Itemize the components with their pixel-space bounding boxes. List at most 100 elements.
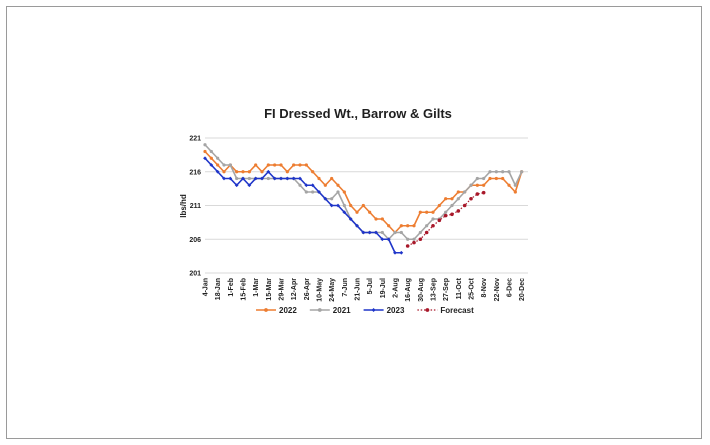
data-point [317,190,321,194]
data-point [380,217,384,221]
data-point [501,176,505,181]
data-point [437,218,442,223]
data-point [228,176,233,181]
data-point [431,210,435,214]
data-point [469,196,473,201]
legend-marker [317,308,322,312]
data-point [513,183,517,187]
data-point [209,149,213,154]
data-point [431,217,435,221]
data-point [475,176,479,181]
x-tick-label: 15-Mar [266,278,273,301]
series-forecast [405,190,486,248]
x-tick-label: 7-Jun [342,278,349,297]
x-tick-label: 4-Jan [203,278,210,296]
y-tick-label: 216 [189,169,201,176]
x-tick-label: 8-Nov [481,278,488,298]
data-point [462,203,467,208]
data-point [418,210,422,214]
data-point [234,183,239,188]
data-point [406,224,410,228]
data-point [298,163,302,167]
y-tick-label: 221 [189,136,201,143]
gridlines [205,137,528,274]
y-axis-label: lbs/hd [179,194,188,218]
data-point [361,203,365,208]
data-point [374,217,378,221]
data-point [361,230,366,235]
legend: 2022 2021 2023 Forecast [256,306,474,315]
data-point [431,223,435,228]
data-point [444,197,448,201]
data-point [463,190,467,194]
data-point [348,217,353,221]
data-point [450,203,454,208]
data-point [386,237,391,242]
data-point [494,170,498,174]
data-point [481,190,486,195]
legend-item-forecast: Forecast [417,306,474,315]
data-point [520,170,524,174]
data-point [228,163,232,167]
data-point [235,176,239,181]
x-tick-label: 22-Nov [494,278,501,301]
data-point [241,170,245,174]
data-point [222,170,226,174]
data-point [342,203,346,208]
data-point [260,170,264,174]
x-tick-label: 24-May [329,278,336,302]
legend-label: 2021 [333,306,351,315]
legend-item-2021: 2021 [309,306,351,315]
data-point [222,163,226,167]
data-point [425,224,429,228]
series-line [204,144,523,241]
data-point [279,176,283,181]
data-point [304,183,309,188]
data-point [317,176,321,181]
data-point [444,210,448,214]
data-point [450,212,454,217]
data-point [450,197,454,201]
data-point [266,176,270,181]
data-point [456,209,461,213]
data-point [488,170,492,174]
data-point [273,163,277,167]
data-point [425,210,429,214]
data-point [374,230,378,235]
x-tick-label: 11-Oct [456,277,463,299]
series-line [204,150,523,234]
legend-label: Forecast [440,306,474,315]
data-point [342,210,347,215]
legend-marker [371,308,376,312]
data-point [329,203,334,208]
data-point [203,143,207,147]
data-point [235,170,239,174]
data-point [260,176,264,181]
x-tick-label: 10-May [317,278,324,302]
x-tick-label: 19-Jul [380,278,387,298]
data-point [266,169,271,174]
data-point [469,183,473,187]
x-tick-label: 15-Feb [241,278,248,301]
data-point [285,176,290,181]
data-point [285,170,289,174]
legend-label: 2023 [387,306,405,315]
x-tick-label: 25-Oct [469,277,476,299]
x-tick-label: 13-Sep [431,278,438,301]
legend-marker [264,308,268,312]
data-point [393,230,397,235]
data-point [291,176,296,181]
x-tick-label: 21-Jun [355,278,362,301]
data-point [336,190,340,194]
data-point [475,183,479,187]
data-point [424,230,429,235]
data-point [393,250,397,255]
data-point [298,183,302,187]
data-point [311,190,315,194]
x-tick-label: 5-Jul [367,278,374,294]
data-point [298,176,302,181]
data-point [216,163,220,167]
x-tick-label: 18-Jan [215,278,222,300]
chart-title: FI Dressed Wt., Barrow & Gilts [264,106,452,121]
y-axis-ticks: 201 206 211 216 221 [189,136,201,278]
